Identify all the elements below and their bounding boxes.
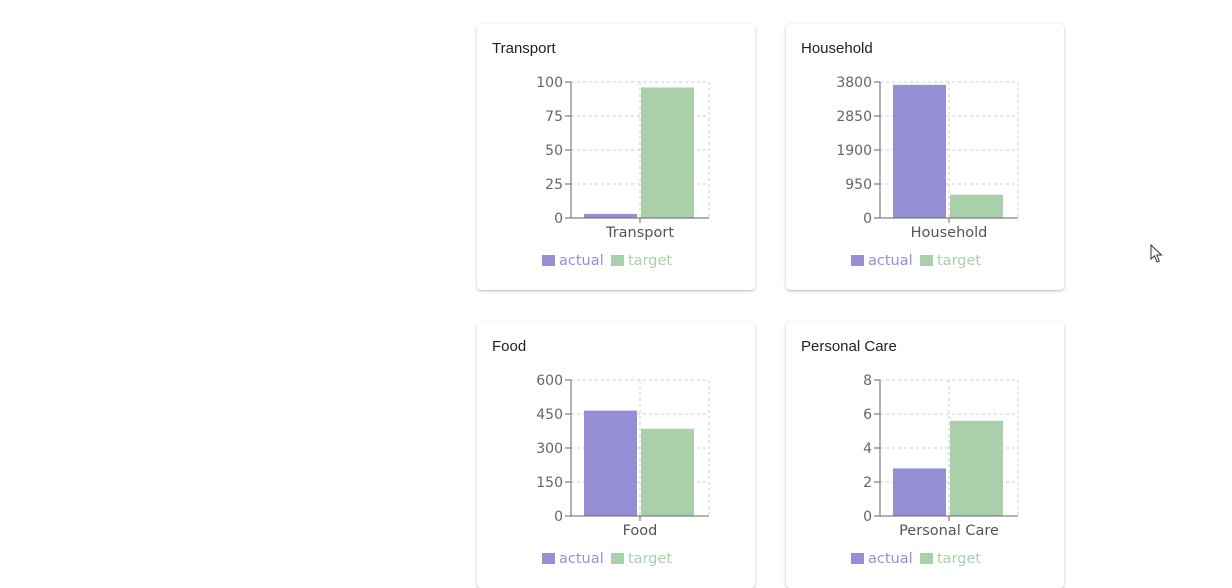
y-tick-label: 1900 [836, 143, 872, 159]
y-tick-label: 2850 [836, 109, 872, 125]
x-tick-label: Household [911, 225, 988, 241]
bar-target [641, 87, 694, 218]
chart-card-food: Food 0 150 300 450 600 Food actual target [477, 322, 755, 588]
legend-label-actual[interactable]: actual [559, 551, 604, 567]
legend-label-actual[interactable]: actual [868, 253, 913, 269]
y-tick-label: 0 [863, 509, 872, 525]
y-tick-label: 300 [536, 441, 563, 457]
chart-card-transport: Transport 0 25 50 75 100 Transport actual targe… [477, 24, 755, 290]
legend-label-target[interactable]: target [937, 551, 981, 567]
y-tick-label: 8 [863, 373, 872, 389]
y-tick-label: 450 [536, 407, 563, 423]
bar-target [950, 194, 1003, 218]
bar-actual [584, 213, 637, 218]
y-tick-label: 4 [863, 441, 872, 457]
y-tick-label: 75 [545, 109, 563, 125]
y-tick-label: 0 [554, 211, 563, 227]
y-tick-label: 150 [536, 475, 563, 491]
x-tick-label: Food [623, 523, 658, 539]
legend-label-target[interactable]: target [937, 253, 981, 269]
mouse-cursor-icon [1150, 244, 1163, 263]
chart-card-household: Household 0 950 1900 2850 3800 Household actua… [786, 24, 1064, 290]
legend-swatch-actual [851, 255, 864, 266]
legend-label-actual[interactable]: actual [868, 551, 913, 567]
y-tick-label: 50 [545, 143, 563, 159]
y-tick-label: 0 [554, 509, 563, 525]
y-tick-label: 25 [545, 177, 563, 193]
legend-swatch-target [611, 553, 624, 564]
legend-swatch-actual [542, 553, 555, 564]
bar-actual [584, 410, 637, 516]
y-tick-label: 6 [863, 407, 872, 423]
x-tick-label: Transport [605, 225, 674, 241]
bar-chart: 0 2 4 6 8 Personal Care actual target [851, 373, 1019, 567]
chart-card-personal-care: Personal Care 0 2 4 6 8 Personal Care actual ta… [786, 322, 1064, 588]
bar-chart: 0 150 300 450 600 Food actual target [536, 373, 710, 567]
chart-title: Personal Care [801, 338, 897, 355]
bar-target [641, 428, 694, 516]
legend-swatch-target [920, 255, 933, 266]
bar-actual [893, 84, 946, 218]
y-tick-label: 0 [863, 211, 872, 227]
bar-chart: 0 950 1900 2850 3800 Household actual target [836, 75, 1019, 269]
x-tick-label: Personal Care [899, 523, 999, 539]
legend-swatch-actual [542, 255, 555, 266]
bar-actual [893, 468, 946, 516]
bar-target [950, 420, 1003, 516]
chart-title: Transport [492, 40, 556, 57]
y-tick-label: 100 [536, 75, 563, 91]
legend-label-target[interactable]: target [628, 551, 672, 567]
y-tick-label: 950 [845, 177, 872, 193]
legend-label-target[interactable]: target [628, 253, 672, 269]
legend-label-actual[interactable]: actual [559, 253, 604, 269]
chart-title: Food [492, 338, 527, 355]
y-tick-label: 3800 [836, 75, 872, 91]
legend-swatch-target [611, 255, 624, 266]
y-tick-label: 2 [863, 475, 872, 491]
chart-title: Household [801, 40, 873, 57]
legend-swatch-target [920, 553, 933, 564]
y-tick-label: 600 [536, 373, 563, 389]
legend-swatch-actual [851, 553, 864, 564]
